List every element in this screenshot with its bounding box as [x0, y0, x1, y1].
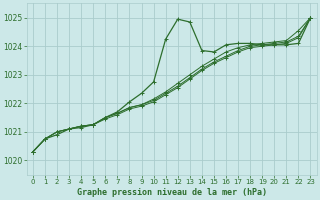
X-axis label: Graphe pression niveau de la mer (hPa): Graphe pression niveau de la mer (hPa) [77, 188, 267, 197]
